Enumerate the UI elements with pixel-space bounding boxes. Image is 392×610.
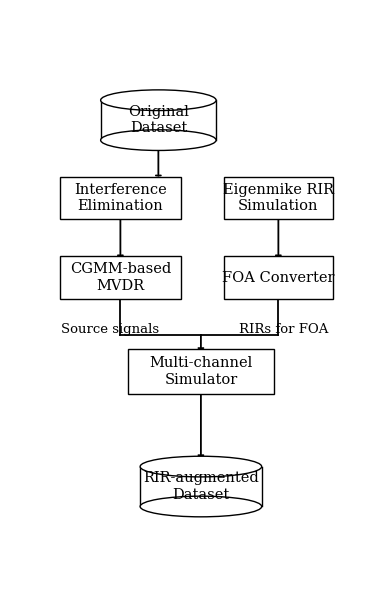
- Text: Eigenmike RIR
Simulation: Eigenmike RIR Simulation: [223, 182, 334, 213]
- Ellipse shape: [101, 90, 216, 110]
- Text: FOA Converter: FOA Converter: [222, 270, 335, 284]
- Text: Original
Dataset: Original Dataset: [128, 105, 189, 135]
- Text: RIR-augmented
Dataset: RIR-augmented Dataset: [143, 472, 259, 501]
- Bar: [101, 100, 216, 140]
- Bar: [128, 349, 274, 394]
- Text: CGMM-based
MVDR: CGMM-based MVDR: [70, 262, 171, 293]
- Ellipse shape: [140, 456, 262, 477]
- Bar: [60, 256, 181, 299]
- Ellipse shape: [140, 456, 262, 477]
- Text: Multi-channel
Simulator: Multi-channel Simulator: [149, 356, 252, 387]
- Text: Interference
Elimination: Interference Elimination: [74, 182, 167, 213]
- Text: Source signals: Source signals: [61, 323, 159, 336]
- Ellipse shape: [140, 496, 262, 517]
- Bar: [224, 256, 333, 299]
- Bar: [224, 176, 333, 219]
- Ellipse shape: [101, 130, 216, 151]
- Ellipse shape: [101, 90, 216, 110]
- Text: RIRs for FOA: RIRs for FOA: [239, 323, 328, 336]
- Bar: [140, 467, 261, 506]
- Bar: [60, 176, 181, 219]
